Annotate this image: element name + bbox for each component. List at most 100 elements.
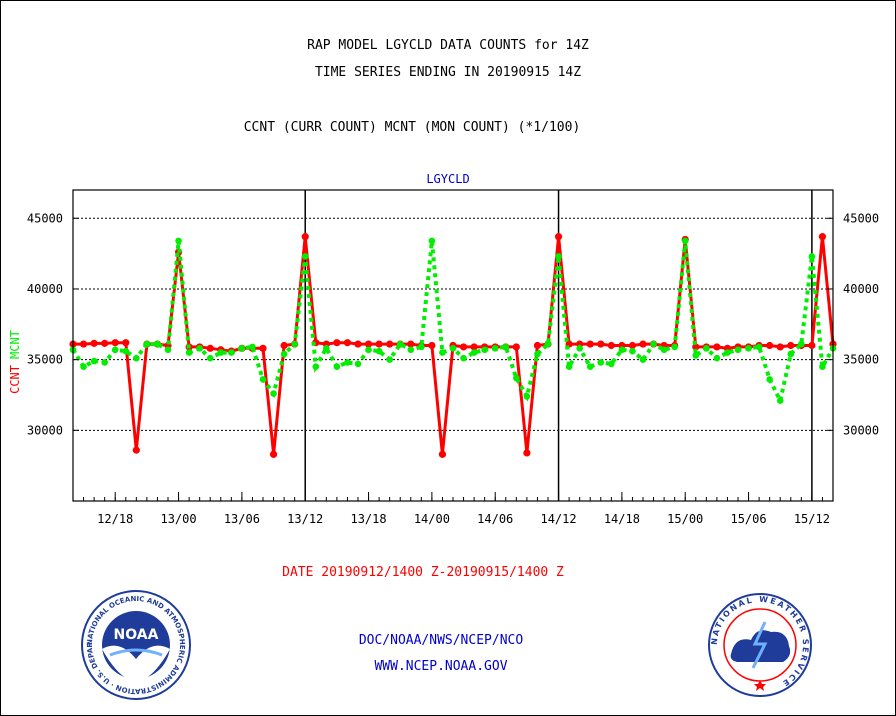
nws-logo: NATIONAL WEATHER SERVICE [708, 593, 812, 697]
data-point-mcnt [418, 343, 425, 351]
data-point-ccnt [438, 450, 447, 458]
data-point-mcnt [491, 345, 499, 352]
data-point-mcnt [618, 346, 626, 354]
data-point-mcnt [460, 354, 467, 362]
data-point-ccnt [269, 450, 278, 458]
data-point-mcnt [724, 349, 731, 356]
data-point-mcnt [375, 347, 383, 355]
x-tick-label: 14/18 [604, 512, 640, 526]
data-point-mcnt [798, 340, 805, 348]
data-point-mcnt [164, 346, 172, 354]
data-point-mcnt [439, 349, 446, 356]
data-point-mcnt [787, 350, 795, 358]
x-tick-label: 15/00 [667, 512, 703, 526]
data-point-ccnt [554, 233, 563, 241]
data-point-ccnt [470, 343, 478, 351]
y-axis-label-ccnt: CCNT [8, 365, 22, 394]
x-axis-title: DATE 20190912/1400 Z-20190915/1400 Z [282, 565, 564, 580]
data-point-mcnt [344, 359, 351, 366]
data-point-mcnt [523, 393, 531, 400]
data-point-mcnt [565, 363, 573, 371]
data-point-mcnt [639, 356, 647, 363]
data-point-mcnt [755, 343, 763, 351]
data-point-mcnt [776, 397, 784, 404]
data-point-mcnt [650, 340, 657, 348]
data-point-mcnt [819, 363, 826, 371]
y-tick-label-left: 35000 [27, 353, 63, 367]
data-point-mcnt [133, 354, 140, 362]
data-point-mcnt [291, 340, 298, 348]
series-mcnt [69, 237, 837, 407]
data-point-mcnt [196, 345, 203, 352]
series-line-mcnt [71, 240, 835, 407]
data-point-mcnt [586, 363, 594, 371]
x-tick-label: 14/12 [540, 512, 576, 526]
x-tick-label: 13/18 [350, 512, 386, 526]
data-point-ccnt [628, 341, 637, 350]
data-point-mcnt [428, 237, 436, 245]
data-point-mcnt [681, 237, 689, 245]
data-point-ccnt [776, 343, 784, 351]
data-point-mcnt [534, 350, 541, 358]
data-point-ccnt [512, 343, 520, 351]
data-point-mcnt [396, 340, 404, 348]
data-point-mcnt [101, 359, 108, 366]
data-point-ccnt [407, 340, 415, 348]
data-point-mcnt [544, 340, 552, 348]
data-point-ccnt [713, 343, 721, 351]
data-point-mcnt [143, 340, 151, 348]
data-point-mcnt [597, 359, 605, 366]
data-point-mcnt [301, 253, 309, 260]
agency-website-link[interactable]: WWW.NCEP.NOAA.GOV [374, 659, 508, 674]
chart-subtitle: CCNT (CURR COUNT) MCNT (MON COUNT) (*1/1… [243, 120, 581, 135]
data-point-ccnt [523, 449, 531, 457]
data-point-mcnt [386, 356, 393, 363]
data-point-ccnt [364, 340, 373, 348]
data-point-ccnt [607, 341, 615, 350]
y-tick-label-right: 40000 [843, 282, 879, 296]
data-point-mcnt [555, 253, 562, 260]
axis-layer: 30000 30000 35000 35000 40000 40000 45000 45000… [27, 211, 879, 526]
x-tick-label: 14/00 [414, 512, 450, 526]
y-tick-label-left: 40000 [27, 282, 63, 296]
y-axis-title: CCNT MCNT [8, 330, 22, 394]
data-point-mcnt [270, 390, 277, 397]
data-point-mcnt [206, 354, 214, 362]
data-point-ccnt [586, 340, 594, 348]
data-point-mcnt [80, 363, 87, 371]
data-point-mcnt [703, 345, 710, 352]
data-point-mcnt [323, 345, 330, 352]
chart-title-line2: TIME SERIES ENDING IN 20190915 14Z [314, 65, 582, 80]
data-point-ccnt [259, 344, 267, 352]
data-point-ccnt [333, 339, 341, 347]
data-point-ccnt [766, 341, 774, 350]
data-point-mcnt [175, 237, 182, 245]
x-tick-label: 13/12 [287, 512, 323, 526]
x-tick-label: 14/06 [477, 512, 513, 526]
data-point-ccnt [79, 340, 88, 348]
data-point-ccnt [206, 344, 214, 352]
data-point-mcnt [122, 347, 130, 355]
data-point-mcnt [280, 350, 288, 358]
panel-label: LGYCLD [426, 172, 470, 186]
data-point-mcnt [238, 345, 246, 352]
series-layer [69, 233, 837, 458]
data-point-mcnt [111, 346, 119, 354]
data-point-ccnt [375, 340, 383, 348]
data-point-ccnt [787, 341, 795, 350]
data-point-mcnt [745, 345, 752, 352]
data-point-ccnt [101, 339, 109, 347]
data-point-ccnt [132, 446, 140, 454]
data-point-mcnt [259, 376, 267, 383]
data-point-mcnt [365, 346, 372, 354]
data-point-mcnt [354, 360, 362, 368]
data-point-mcnt [481, 346, 488, 354]
data-point-mcnt [766, 376, 773, 383]
data-point-mcnt [249, 343, 256, 351]
data-point-mcnt [502, 343, 510, 351]
data-point-ccnt [280, 341, 288, 350]
data-point-ccnt [818, 233, 827, 241]
data-point-ccnt [428, 341, 436, 350]
data-point-ccnt [354, 340, 362, 348]
data-point-ccnt [90, 339, 98, 347]
